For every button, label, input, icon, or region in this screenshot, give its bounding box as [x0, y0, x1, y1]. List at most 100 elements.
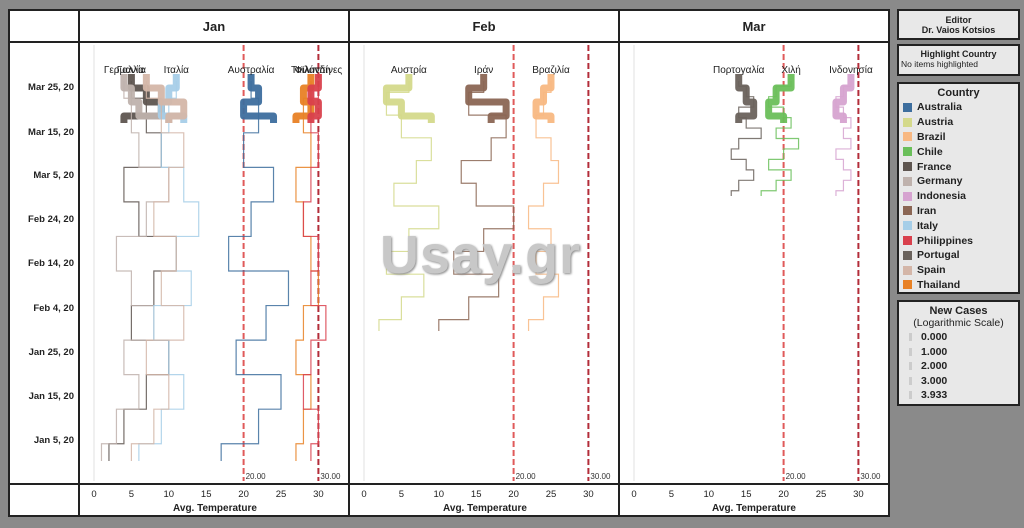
reference-label: 20.00	[786, 472, 807, 481]
reference-label: 20.00	[516, 472, 537, 481]
legend-item-thailand[interactable]: Thailand	[899, 278, 1018, 293]
watermark: Usay.gr	[380, 225, 582, 285]
editor-box: Editor Dr. Vaios Kotsios	[897, 9, 1020, 40]
reference-label: 20.00	[246, 472, 267, 481]
panel-header-mar: Mar	[620, 11, 888, 43]
legend-swatch	[903, 117, 912, 127]
y-tick-label: Jan 5, 20	[34, 435, 74, 446]
chart-area: Jan Feb Mar Avg. Temperature Avg. Temper…	[8, 9, 890, 517]
series-line-germany	[100, 81, 170, 461]
size-legend-item: 0.000	[899, 330, 1018, 345]
x-tick-label: 5	[669, 489, 674, 500]
legend-item-australia[interactable]: Australia	[899, 100, 1018, 115]
y-tick-label: Jan 15, 20	[29, 391, 74, 402]
y-tick-label: Jan 25, 20	[29, 347, 74, 358]
legend-swatch	[903, 162, 912, 172]
size-label: 3.933	[921, 389, 948, 402]
legend-item-italy[interactable]: Italy	[899, 218, 1018, 233]
x-axis-title-jan: Avg. Temperature	[173, 503, 257, 514]
series-thick-germany	[120, 74, 173, 123]
legend-label: Australia	[917, 101, 962, 114]
editor-name: Dr. Vaios Kotsios	[921, 25, 996, 35]
legend-swatch	[903, 147, 912, 157]
size-legend-item: 1.000	[899, 345, 1018, 360]
series-label: Φιλιππίνες	[295, 64, 343, 76]
x-tick-label: 30	[583, 489, 594, 500]
x-tick-label: 5	[129, 489, 134, 500]
x-tick-label: 15	[201, 489, 212, 500]
series-thick-portugal	[735, 74, 758, 123]
series-line-italy	[138, 81, 200, 461]
legend-item-brazil[interactable]: Brazil	[899, 130, 1018, 145]
series-label: Ταϊλάνδη	[291, 64, 331, 76]
y-tick-label: Feb 24, 20	[28, 214, 74, 225]
size-marker	[909, 347, 912, 356]
reference-label: 30.00	[320, 472, 341, 481]
legend-item-iran[interactable]: Iran	[899, 204, 1018, 219]
x-tick-label: 5	[399, 489, 404, 500]
legend-label: Brazil	[917, 130, 946, 143]
legend-swatch	[903, 236, 912, 246]
legend-item-spain[interactable]: Spain	[899, 263, 1018, 278]
highlight-box[interactable]: Highlight Country No items highlighted	[897, 44, 1020, 76]
legend-label: Austria	[917, 116, 954, 129]
series-thick-chile	[765, 74, 795, 123]
x-tick-label: 25	[546, 489, 557, 500]
legend-swatch	[903, 250, 912, 260]
size-legend-item: 3.933	[899, 388, 1018, 403]
size-legend-subtitle: (Logarithmic Scale)	[913, 317, 1004, 329]
legend-label: Indonesia	[917, 190, 967, 203]
legend-label: France	[917, 160, 952, 173]
x-tick-label: 0	[631, 489, 636, 500]
series-label: Βραζιλία	[532, 64, 570, 76]
series-line-chile	[760, 81, 800, 196]
legend-item-portugal[interactable]: Portugal	[899, 248, 1018, 263]
panel-divider-2	[618, 11, 620, 515]
size-marker	[909, 362, 912, 371]
legend-label: Thailand	[917, 278, 961, 291]
x-tick-label: 0	[361, 489, 366, 500]
legend-label: Italy	[917, 219, 939, 232]
series-label: Πορτογαλία	[713, 64, 765, 76]
size-label: 2.000	[921, 360, 948, 373]
legend-item-france[interactable]: France	[899, 159, 1018, 174]
size-label: 1.000	[921, 345, 948, 358]
series-label: Αυστρία	[391, 64, 427, 76]
series-thick-iran	[465, 74, 510, 123]
legend-label: Germany	[917, 175, 963, 188]
y-tick-label: Mar 25, 20	[28, 82, 74, 93]
highlight-title: Highlight Country	[920, 49, 997, 59]
size-legend-title: New Cases	[929, 305, 988, 317]
series-thick-brazil	[532, 74, 555, 123]
y-tick-label: Feb 4, 20	[33, 303, 74, 314]
series-thick-spain	[142, 74, 188, 123]
x-tick-label: 25	[816, 489, 827, 500]
x-tick-label: 10	[434, 489, 445, 500]
legend-item-austria[interactable]: Austria	[899, 115, 1018, 130]
x-tick-label: 25	[276, 489, 287, 500]
legend-item-philippines[interactable]: Philippines	[899, 233, 1018, 248]
x-axis-title-feb: Avg. Temperature	[443, 503, 527, 514]
series-thick-indonesia	[832, 74, 855, 123]
series-line-austria	[378, 81, 440, 331]
x-tick-label: 20	[508, 489, 519, 500]
legend-item-chile[interactable]: Chile	[899, 144, 1018, 159]
series-label: Γερμανία	[104, 64, 144, 76]
highlight-value[interactable]: No items highlighted	[901, 59, 979, 69]
series-line-brazil	[527, 81, 560, 331]
x-axis-title-mar: Avg. Temperature	[712, 503, 796, 514]
series-thick-austria	[382, 74, 435, 123]
x-tick-label: 20	[778, 489, 789, 500]
legend-swatch	[903, 265, 912, 275]
country-legend: Country Australia Austria Brazil Chile Franc…	[897, 82, 1020, 294]
legend-swatch	[903, 191, 912, 201]
y-tick-label: Mar 5, 20	[33, 170, 74, 181]
legend-item-indonesia[interactable]: Indonesia	[899, 189, 1018, 204]
legend-swatch	[903, 132, 912, 142]
size-marker	[909, 333, 912, 342]
x-tick-label: 15	[741, 489, 752, 500]
legend-label: Iran	[917, 204, 937, 217]
size-marker	[909, 376, 912, 385]
plot-svg: Mar 25, 20 Mar 15, 20 Mar 5, 20 Feb 24, 20 F…	[28, 45, 881, 500]
legend-item-germany[interactable]: Germany	[899, 174, 1018, 189]
